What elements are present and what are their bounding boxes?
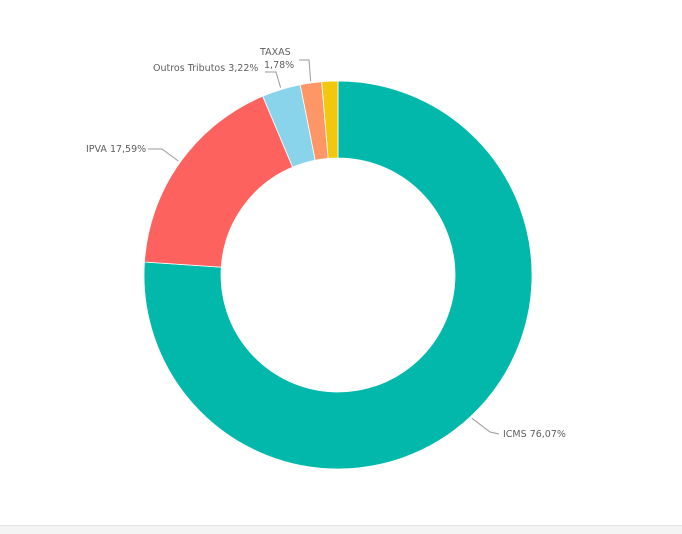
label-taxas-value: 1,78% xyxy=(264,60,294,71)
donut-slice-ipva[interactable] xyxy=(144,95,294,268)
leader-line-taxas xyxy=(299,59,312,81)
label-outros-tributos: Outros Tributos 3,22% xyxy=(153,63,258,74)
donut-slice-slice-4[interactable] xyxy=(321,80,339,159)
leader-line-outros-tributos xyxy=(265,71,282,88)
leader-line-ipva xyxy=(148,148,179,162)
donut-slice-icms[interactable] xyxy=(143,80,533,470)
label-icms: ICMS 76,07% xyxy=(503,429,566,440)
leader-line-icms xyxy=(471,417,500,435)
label-taxas-name: TAXAS xyxy=(259,47,291,58)
leader-lines xyxy=(148,59,500,435)
label-ipva: IPVA 17,59% xyxy=(86,144,146,155)
bottom-border-strip xyxy=(0,525,682,534)
data-labels: ICMS 76,07% IPVA 17,59% Outros Tributos … xyxy=(86,47,566,440)
slices-layer xyxy=(143,80,533,470)
